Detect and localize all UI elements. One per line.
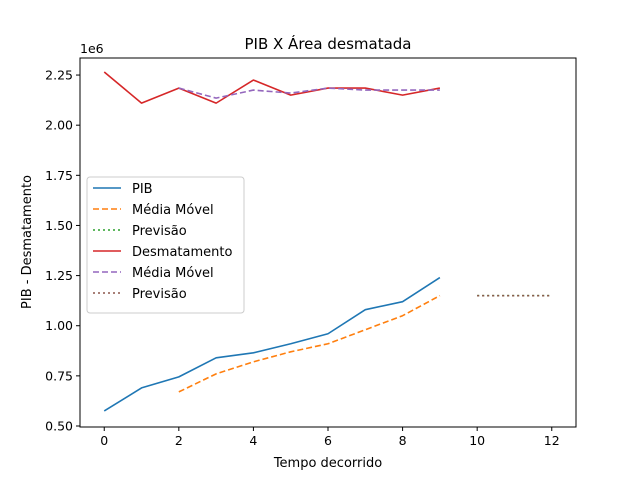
- x-axis-label: Tempo decorrido: [273, 456, 382, 471]
- y-tick-label: 1.75: [45, 168, 73, 183]
- y-tick-label: 2.25: [45, 68, 73, 83]
- legend-label-2: Previsão: [132, 224, 187, 239]
- legend-label-0: PIB: [132, 182, 153, 197]
- y-offset-label: 1e6: [80, 41, 104, 56]
- series-line-4: [178, 87, 440, 99]
- y-tick-label: 2.00: [45, 118, 73, 133]
- series-line-1: [178, 294, 441, 393]
- series-line-3: [103, 71, 441, 104]
- y-tick-label: 0.75: [45, 368, 73, 383]
- y-axis: 0.50 0.75 1.00 1.25 1.50 1.75 2.00 2.25: [45, 68, 80, 433]
- x-tick-label: 6: [324, 433, 332, 448]
- series-line-0: [103, 276, 441, 412]
- legend-box: [86, 176, 245, 314]
- y-tick-label: 1.25: [45, 268, 73, 283]
- x-tick-label: 0: [100, 433, 108, 448]
- series-layer: [103, 71, 552, 412]
- y-axis-label: PIB - Desmatamento: [20, 175, 35, 309]
- legend-label-5: Previsão: [132, 287, 187, 302]
- legend-label-4: Média Móvel: [132, 266, 214, 281]
- y-tick-label: 0.50: [45, 418, 73, 433]
- legend-label-3: Desmatamento: [132, 245, 232, 260]
- x-axis: 0 2 4 6 8 10 12: [100, 427, 560, 448]
- chart-title: PIB X Área desmatada: [244, 34, 411, 53]
- legend-label-1: Média Móvel: [132, 203, 214, 218]
- y-tick-label: 1.50: [45, 218, 73, 233]
- x-tick-label: 8: [399, 433, 407, 448]
- x-tick-label: 2: [175, 433, 183, 448]
- legend: PIB Média Móvel Previsão Desmatamento Média …: [86, 176, 245, 314]
- x-tick-label: 4: [249, 433, 257, 448]
- x-tick-label: 10: [469, 433, 485, 448]
- x-tick-label: 12: [544, 433, 560, 448]
- y-tick-label: 1.00: [45, 318, 73, 333]
